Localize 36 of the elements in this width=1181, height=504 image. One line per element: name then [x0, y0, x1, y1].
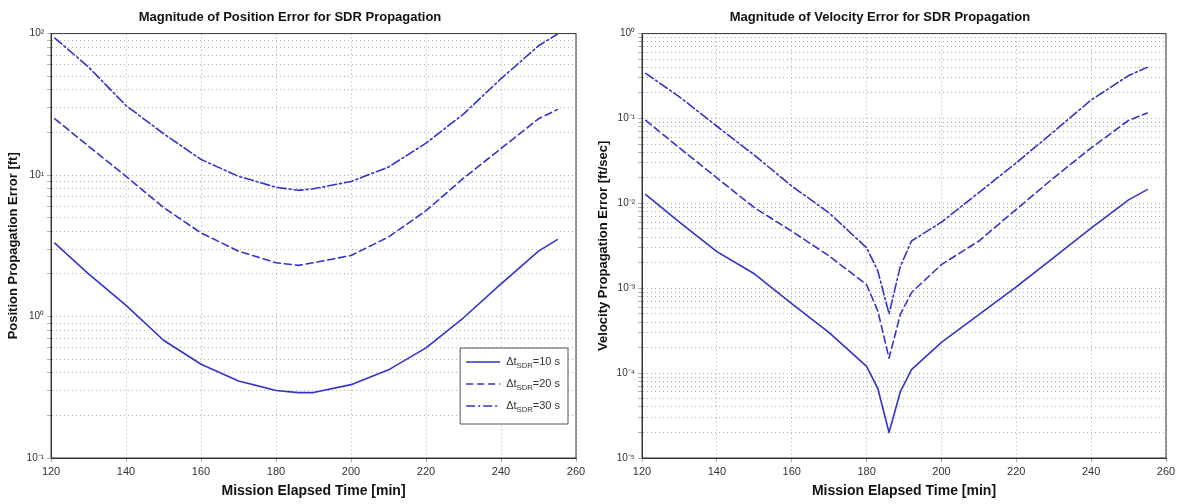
y-tick-label: 10⁻³	[617, 281, 636, 293]
line-series	[644, 112, 1149, 359]
y-tick-label: 10⁻⁵	[616, 451, 636, 463]
line-series	[644, 66, 1149, 315]
y-tick-label: 10⁰	[28, 310, 45, 322]
y-axis-title: Position Propagation Error [ft]	[5, 152, 21, 340]
x-tick-label: 240	[491, 464, 511, 477]
x-tick-label: 200	[341, 464, 361, 477]
y-axis-title: Velocity Propagation Error [ft/sec]	[595, 140, 611, 351]
x-tick-label: 220	[416, 464, 436, 477]
line-series	[54, 108, 559, 267]
x-tick-label: 220	[1007, 464, 1026, 477]
x-tick-label: 180	[857, 464, 876, 477]
x-tick-label: 140	[707, 464, 727, 477]
x-tick-label: 200	[932, 464, 951, 477]
y-tick-label: 10⁻¹	[617, 112, 636, 124]
x-tick-label: 140	[116, 464, 136, 477]
x-tick-label: 260	[566, 464, 586, 477]
x-axis-title: Mission Elapsed Time [min]	[811, 482, 997, 499]
x-tick-label: 160	[782, 464, 801, 477]
x-axis-title: Mission Elapsed Time [min]	[221, 482, 406, 499]
chart-title: Magnitude of Velocity Error for SDR Propagation	[729, 9, 1031, 25]
y-tick-label: 10¹	[29, 168, 45, 180]
y-tick-label: 10⁻⁴	[616, 366, 636, 378]
x-tick-label: 160	[191, 464, 211, 477]
chart-title: Magnitude of Position Error for SDR Propagation	[138, 9, 442, 25]
y-tick-label: 10⁰	[619, 27, 636, 39]
line-series	[54, 33, 559, 192]
y-tick-label: 10⁻¹	[26, 451, 45, 463]
x-tick-label: 120	[41, 464, 61, 477]
x-tick-label: 120	[632, 464, 652, 477]
x-tick-label: 260	[1156, 464, 1176, 477]
y-tick-label: 10²	[29, 27, 45, 39]
y-tick-label: 10⁻²	[617, 197, 636, 209]
x-tick-label: 180	[266, 464, 286, 477]
x-tick-label: 240	[1081, 464, 1101, 477]
